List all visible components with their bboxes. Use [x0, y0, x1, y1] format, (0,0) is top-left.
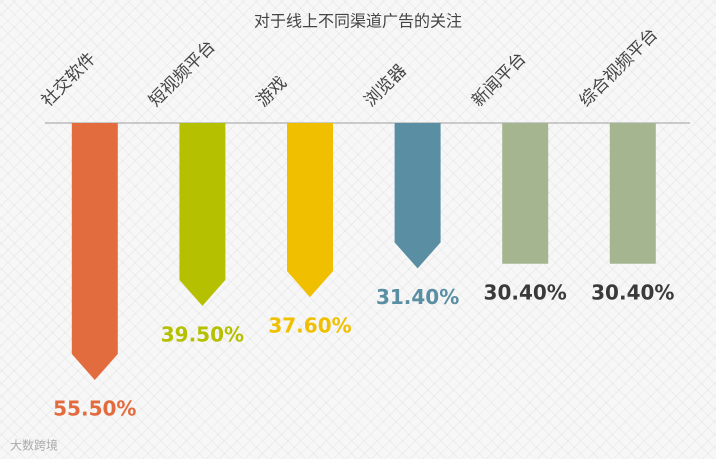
category-label: 浏览器	[361, 61, 411, 111]
value-label: 55.50%	[53, 396, 136, 420]
watermark: 大数跨境	[10, 438, 58, 453]
value-label: 37.60%	[268, 314, 351, 338]
category-label: 社交软件	[38, 49, 100, 111]
category-label: 游戏	[253, 73, 291, 111]
bar	[609, 123, 656, 264]
value-label: 39.50%	[161, 322, 244, 346]
bar	[71, 123, 118, 380]
bar	[394, 123, 441, 269]
value-label: 30.40%	[484, 280, 567, 304]
value-label: 31.40%	[376, 285, 459, 309]
category-label: 综合视频平台	[576, 25, 662, 111]
value-label: 30.40%	[591, 280, 674, 304]
chart-title: 对于线上不同渠道广告的关注	[254, 12, 462, 31]
category-label: 新闻平台	[468, 49, 530, 111]
bar	[287, 123, 333, 298]
bar	[179, 123, 226, 306]
category-label: 短视频平台	[145, 37, 219, 111]
bar	[502, 123, 549, 264]
